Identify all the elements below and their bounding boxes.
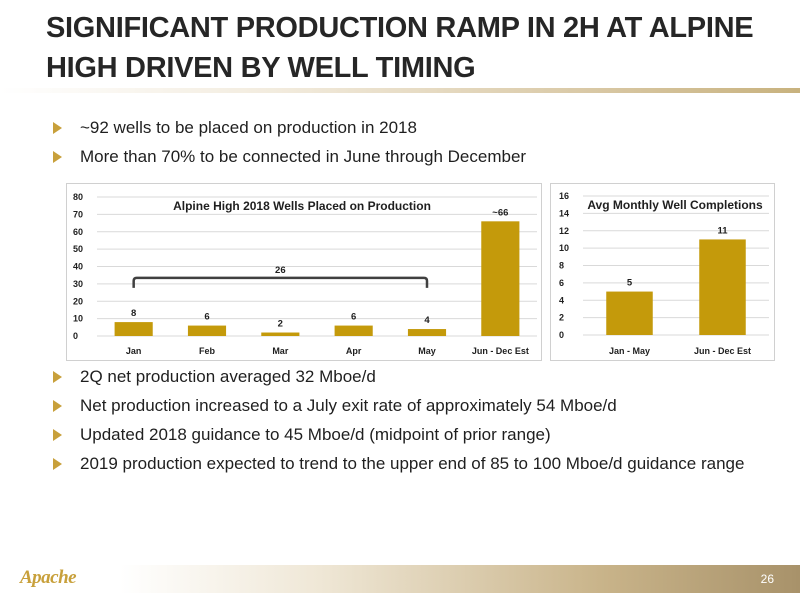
x-tick-label: Jun - Dec Est [694,346,751,356]
y-tick-label: 14 [559,208,569,218]
y-tick-label: 50 [73,244,83,254]
data-label: 2 [278,319,283,330]
y-tick-label: 0 [559,330,564,340]
bullet-item: 2Q net production averaged 32 Mboe/d [50,366,770,388]
data-label: 11 [717,225,728,236]
bullet-arrow-icon [53,458,62,470]
page-title: SIGNIFICANT PRODUCTION RAMP IN 2H AT ALP… [46,12,754,84]
data-label: 8 [131,308,136,319]
data-label: 6 [204,312,209,323]
y-tick-label: 60 [73,227,83,237]
x-tick-label: Feb [199,346,216,356]
bullet-arrow-icon [53,400,62,412]
x-tick-label: Apr [346,346,362,356]
top-bullet-list: ~92 wells to be placed on production in … [50,117,770,175]
bullet-item: ~92 wells to be placed on production in … [50,117,770,139]
y-tick-label: 10 [73,314,83,324]
data-label: 6 [351,312,356,323]
y-tick-label: 20 [73,296,83,306]
bar [334,325,373,336]
x-tick-label: Jan - May [609,346,650,356]
bullet-item: Updated 2018 guidance to 45 Mboe/d (midp… [50,424,770,446]
x-tick-label: Mar [272,346,289,356]
data-label: 5 [627,278,633,289]
x-tick-label: Jun - Dec Est [472,346,529,356]
bullet-item: More than 70% to be connected in June th… [50,146,770,168]
y-tick-label: 2 [559,313,564,323]
data-label: ~66 [492,207,508,218]
bullet-arrow-icon [53,429,62,441]
bar [261,332,300,336]
x-tick-label: Jan [126,346,142,356]
bullet-arrow-icon [53,371,62,383]
bullet-arrow-icon [53,151,62,163]
data-label: 4 [424,315,430,326]
y-tick-label: 0 [73,331,78,341]
bracket-annotation [132,276,429,288]
bar [606,291,653,335]
y-tick-label: 16 [559,191,569,201]
y-tick-label: 80 [73,192,83,202]
wells-placed-chart: 0 10 20 30 40 50 60 70 80 Alpine High 2018 Wells … [66,183,542,361]
bar [481,221,520,336]
y-tick-label: 30 [73,279,83,289]
bar [407,329,447,336]
y-tick-label: 6 [559,278,564,288]
chart-title: Avg Monthly Well Completions [587,198,763,212]
y-tick-label: 12 [559,226,569,236]
y-tick-label: 10 [559,243,569,253]
y-tick-label: 4 [559,295,564,305]
bar [187,325,227,336]
bar [699,239,746,335]
apache-logo: Apache [20,567,77,588]
bullet-item: 2019 production expected to trend to the… [50,453,770,475]
x-tick-label: May [418,346,436,356]
page-number: 26 [760,572,774,586]
footer-bar [0,565,800,593]
y-tick-label: 40 [73,262,83,272]
wells-placed-chart-svg: 0 10 20 30 40 50 60 70 80 Alpine High 2018 Wells … [73,192,537,356]
bar [114,322,153,336]
chart-title: Alpine High 2018 Wells Placed on Product… [173,199,431,213]
bullet-item: Net production increased to a July exit … [50,395,770,417]
y-tick-label: 70 [73,209,83,219]
avg-completions-chart-svg: 0 2 4 6 8 10 12 14 16 Avg Monthly Well Completion… [559,191,769,356]
y-tick-label: 8 [559,261,564,271]
bullet-arrow-icon [53,122,62,134]
annotation-label: 26 [275,265,286,276]
bottom-bullet-list: 2Q net production averaged 32 Mboe/d Net… [50,366,770,482]
avg-completions-chart: 0 2 4 6 8 10 12 14 16 Avg Monthly Well Completion… [550,183,775,361]
title-divider [0,88,800,93]
